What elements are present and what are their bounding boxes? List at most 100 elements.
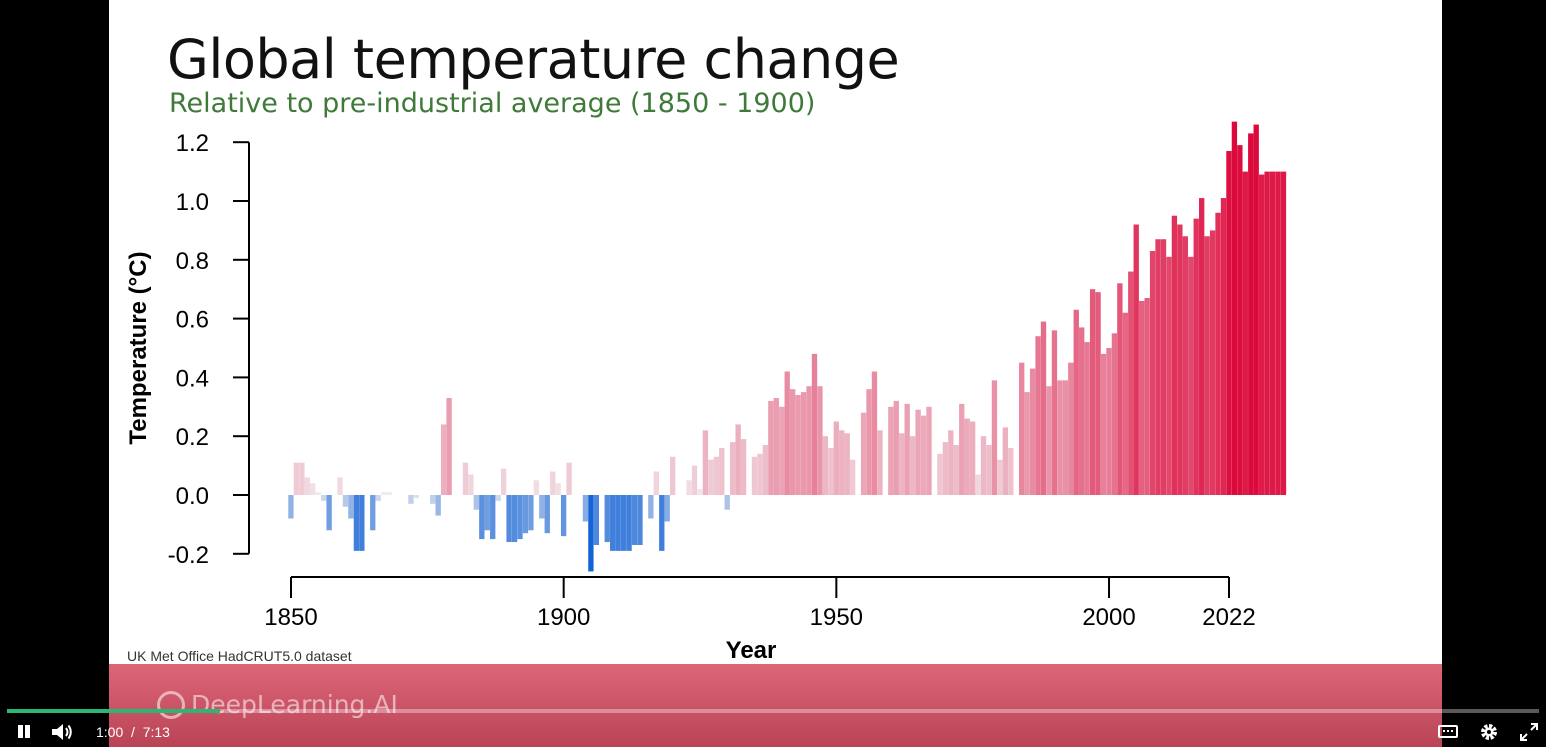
bar-1859 [337,477,343,495]
bar-1894 [528,495,534,531]
bar-1895 [533,480,540,495]
bar-2019 [1209,230,1216,495]
bar-1918 [659,495,665,551]
x-tick-label: 1900 [537,604,590,631]
bar-1991 [1057,380,1063,495]
bar-1924 [691,465,698,495]
bar-1884 [473,495,480,510]
bar-2029 [1264,171,1270,495]
bar-2001 [1111,333,1118,495]
bar-1850 [288,495,294,519]
progress-bar[interactable] [7,709,1539,713]
bar-1866 [375,495,381,501]
bar-1953 [849,459,856,495]
y-tick-label: 0.6 [176,307,209,334]
bar-1905 [588,495,594,572]
bar-1985 [1024,392,1030,495]
gear-icon[interactable] [1479,722,1499,742]
bar-1883 [468,474,474,495]
bar-1912 [626,495,632,551]
bar-1984 [1019,362,1025,495]
bar-1965 [915,409,921,495]
bar-1994 [1073,309,1079,495]
temperature-bar-chart: 1.2 1.0 0.8 0.6 0.4 0.2 0.0 -0.2 Temperature (°C… [125,121,1287,664]
bar-1948 [822,436,829,495]
bar-1897 [544,495,550,534]
y-tick-label: -0.2 [168,542,209,569]
bar-1942 [789,389,796,495]
bar-1862 [353,495,360,551]
bar-1853 [304,477,310,495]
y-tick-label: 1.0 [176,189,209,216]
bar-1876 [430,495,436,504]
bar-1964 [909,436,916,495]
pause-icon[interactable] [16,724,32,740]
captions-icon[interactable] [1438,725,1458,738]
bar-2027 [1253,124,1259,495]
bar-1896 [539,495,545,519]
bar-1926 [702,430,709,495]
slide-subtitle: Relative to pre-industrial average (1850… [169,88,816,119]
bar-1970 [942,442,949,495]
slide-title: Global temperature change [167,28,900,91]
volume-icon[interactable] [50,722,74,742]
bar-1861 [348,495,354,519]
bar-1960 [888,406,894,495]
bar-1979 [991,380,998,495]
bar-1911 [620,495,627,551]
bar-1962 [899,433,905,495]
bar-1919 [664,495,670,522]
bar-2008 [1149,250,1156,495]
bar-1935 [751,456,758,495]
x-tick-label: 2000 [1082,604,1135,631]
bar-1908 [604,495,610,543]
bar-1925 [697,489,703,495]
bar-1888 [495,495,501,501]
bar-1969 [937,453,943,495]
bar-1923 [686,480,692,495]
bar-1882 [462,462,469,495]
bar-1930 [724,495,730,510]
source-note: UK Met Office HadCRUT5.0 dataset [127,648,352,664]
bar-1909 [610,495,616,551]
chart-axes: 1.2 1.0 0.8 0.6 0.4 0.2 0.0 -0.2 Temperature (°C… [125,130,1256,664]
bar-1933 [740,439,747,495]
bar-1906 [593,495,600,545]
bar-1952 [844,433,850,495]
bar-1877 [435,495,441,516]
video-frame[interactable]: Global temperature change Relative to pr… [109,0,1442,747]
fullscreen-icon[interactable] [1519,722,1539,742]
bar-2005 [1133,224,1139,495]
bar-1981 [1002,427,1009,495]
bar-2007 [1144,298,1150,495]
y-tick-label: 1.2 [176,130,209,157]
bar-1975 [969,421,976,495]
bar-2025 [1242,171,1248,495]
deeplearning-logo-icon [157,690,185,719]
bar-2003 [1122,312,1128,495]
bar-2024 [1237,145,1243,495]
bar-1958 [877,430,883,495]
bar-1950 [833,421,839,495]
x-tick-label: 1850 [264,604,317,631]
bar-1929 [719,447,725,495]
bar-2031 [1275,171,1281,495]
bar-1873 [413,495,420,498]
y-tick-label: 0.4 [176,365,209,392]
bar-2006 [1139,300,1145,495]
bar-1988 [1040,321,1047,495]
bar-1963 [904,403,910,495]
x-tick-label: 1950 [810,604,863,631]
bar-1932 [735,424,741,495]
bar-1914 [637,495,643,545]
bar-1855 [315,492,321,495]
bar-1901 [566,462,572,495]
bar-2009 [1155,239,1161,495]
x-axis-label: Year [726,637,777,664]
bar-1951 [839,430,845,495]
bar-1956 [866,389,872,495]
bar-1966 [920,415,927,495]
bar-1904 [582,495,589,522]
bar-2030 [1269,171,1276,495]
bar-1856 [320,495,327,501]
